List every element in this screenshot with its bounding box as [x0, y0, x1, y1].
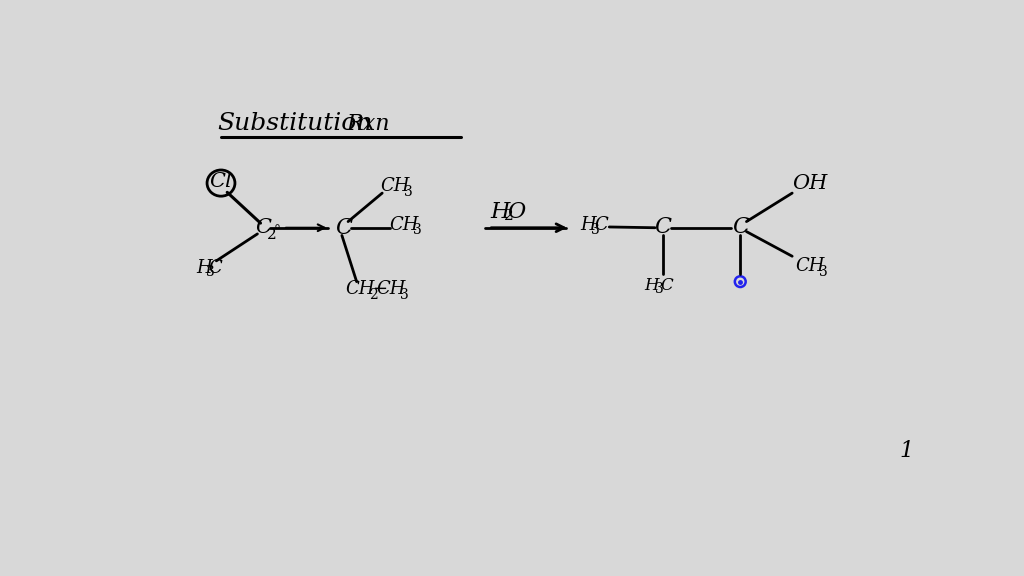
Text: H: H	[645, 277, 659, 294]
Text: C: C	[335, 217, 352, 238]
Text: Cl: Cl	[210, 172, 232, 191]
Text: O: O	[507, 202, 525, 223]
Text: C: C	[209, 259, 222, 277]
Text: H: H	[196, 259, 212, 277]
Text: 3: 3	[819, 264, 827, 279]
Text: Substitution: Substitution	[217, 112, 373, 135]
Text: 2: 2	[370, 288, 378, 302]
Text: H: H	[490, 202, 510, 223]
Text: CH: CH	[381, 177, 411, 195]
Text: 3: 3	[654, 282, 664, 296]
Text: 2: 2	[267, 229, 278, 242]
Text: 3: 3	[591, 223, 600, 237]
Text: 3: 3	[414, 223, 422, 237]
Text: OH: OH	[793, 173, 827, 192]
Text: 3: 3	[206, 266, 214, 279]
Text: Rxn: Rxn	[346, 113, 390, 135]
Text: −: −	[373, 281, 387, 298]
Text: 3: 3	[400, 288, 409, 302]
Text: C: C	[654, 216, 672, 238]
Text: °: °	[274, 224, 281, 238]
Text: H: H	[581, 217, 596, 234]
Text: C: C	[256, 218, 271, 237]
Text: CH: CH	[377, 281, 407, 298]
Text: 1: 1	[900, 440, 914, 462]
Text: C: C	[595, 217, 608, 234]
Text: C: C	[660, 277, 673, 294]
Text: C: C	[732, 216, 749, 238]
Text: CH: CH	[796, 257, 824, 275]
Text: 2: 2	[505, 209, 514, 223]
Text: CH: CH	[389, 215, 419, 234]
Text: 3: 3	[404, 184, 413, 199]
Text: CH: CH	[346, 281, 375, 298]
